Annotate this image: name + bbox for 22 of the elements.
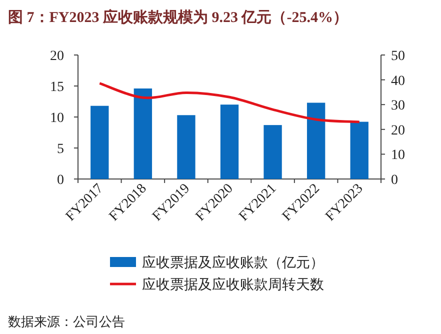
y-tick-label: 10 bbox=[50, 111, 64, 126]
y-tick-label: 20 bbox=[50, 49, 64, 64]
bar bbox=[220, 104, 239, 179]
y2-tick-label: 50 bbox=[391, 49, 405, 64]
bar bbox=[90, 106, 109, 179]
y2-tick-label: 0 bbox=[391, 173, 398, 188]
y2-tick-label: 40 bbox=[391, 74, 405, 89]
bar bbox=[264, 125, 282, 179]
bar bbox=[350, 122, 368, 179]
chart-title: 图 7：FY2023 应收账款规模为 9.23 亿元（-25.4%） bbox=[8, 8, 348, 26]
y-tick-label: 5 bbox=[57, 142, 64, 157]
bar bbox=[306, 102, 326, 179]
y-tick-label: 15 bbox=[50, 80, 64, 95]
y2-tick-label: 30 bbox=[391, 98, 405, 114]
y2-tick-label: 20 bbox=[391, 123, 405, 138]
legend-label: 应收票据及应收账款周转天数 bbox=[142, 277, 324, 293]
bar bbox=[134, 88, 152, 179]
y-tick-label: 0 bbox=[57, 173, 64, 188]
y2-tick-label: 10 bbox=[391, 148, 405, 164]
bar bbox=[177, 115, 196, 179]
legend-label: 应收票据及应收账款（亿元） bbox=[142, 255, 324, 271]
source-note: 数据来源：公司公告 bbox=[8, 314, 125, 329]
